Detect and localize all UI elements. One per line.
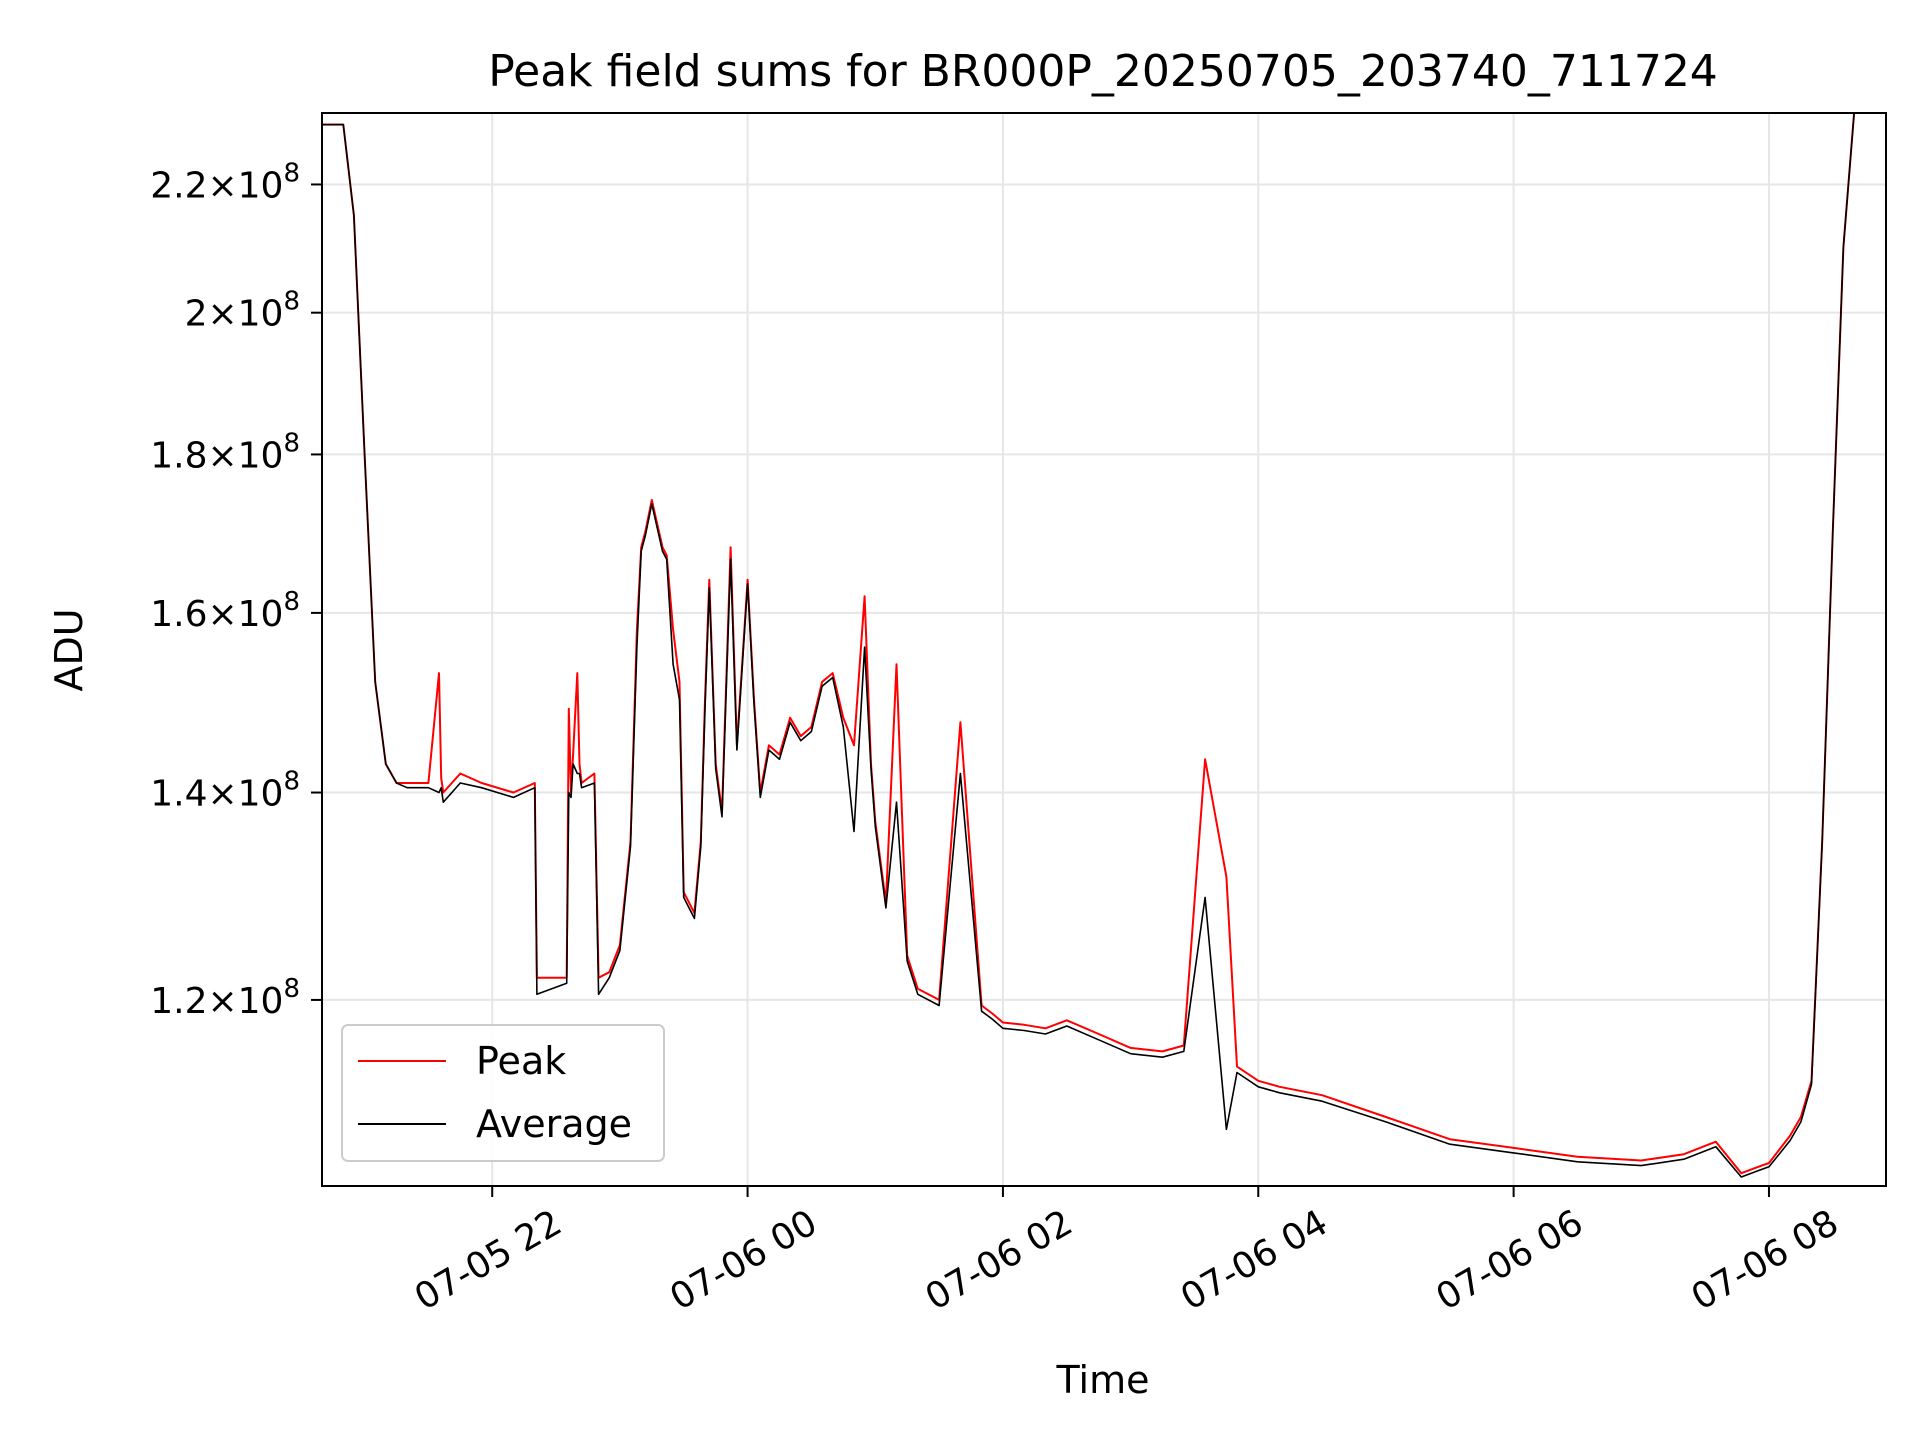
grid-lines bbox=[322, 113, 1886, 1186]
legend-label-average: Average bbox=[476, 1102, 632, 1146]
y-tick-label: 1.4×108 bbox=[150, 767, 300, 815]
series-lines bbox=[322, 113, 1886, 1178]
y-tick-label: 1.8×108 bbox=[150, 428, 300, 476]
series-line-average bbox=[322, 113, 1886, 1178]
legend-label-peak: Peak bbox=[476, 1039, 566, 1083]
x-axis-title: Time bbox=[1056, 1358, 1150, 1402]
y-tick-label: 1.6×108 bbox=[150, 587, 300, 635]
y-tick-label: 2.2×108 bbox=[150, 158, 300, 206]
y-tick-label: 1.2×108 bbox=[150, 974, 300, 1022]
plot-frame bbox=[321, 112, 1887, 1187]
series-line-peak bbox=[322, 113, 1886, 1175]
y-axis-ticks: 1.2×108 1.4×108 1.6×108 1.8×108 2×108 2.2×108 bbox=[150, 158, 322, 1022]
legend: Peak Average bbox=[341, 1024, 665, 1162]
y-axis-title: ADU bbox=[47, 608, 91, 691]
chart-title: Peak field sums for BR000P_20250705_2037… bbox=[488, 46, 1718, 97]
y-tick-label: 2×108 bbox=[185, 287, 300, 335]
legend-box bbox=[341, 1024, 665, 1162]
